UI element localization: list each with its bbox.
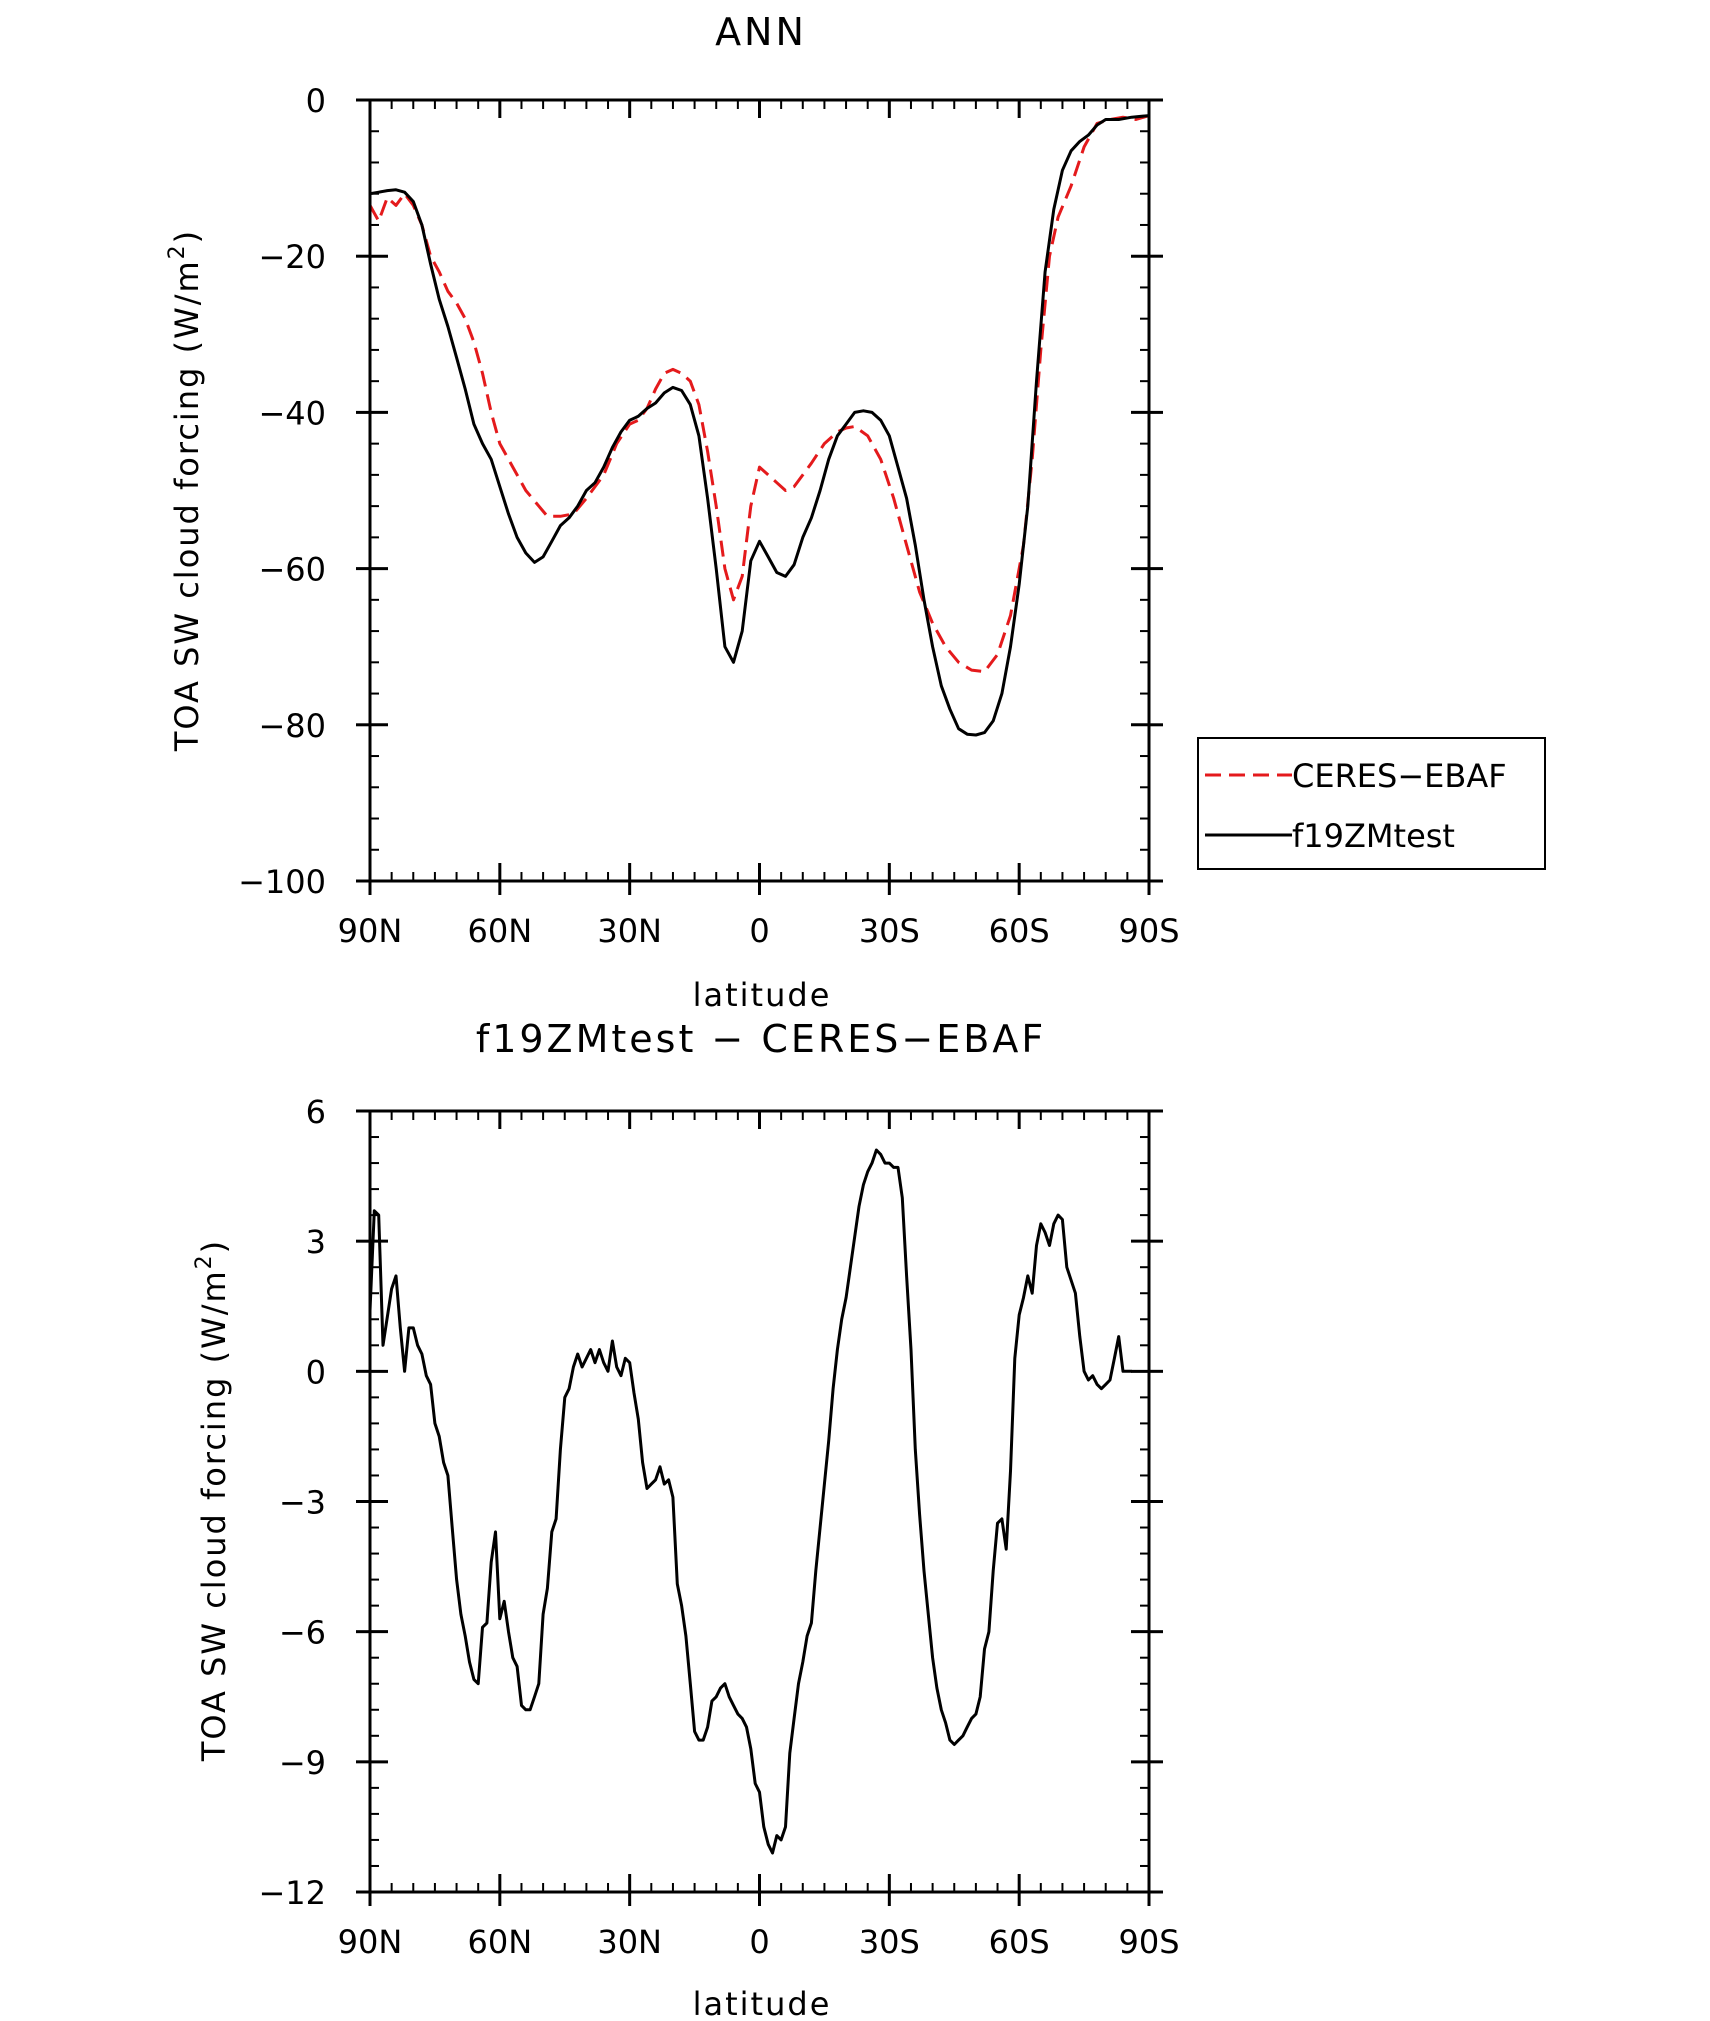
y-tick-label: −12 — [258, 1874, 326, 1912]
y-tick-label: −9 — [279, 1744, 326, 1782]
chart-diff-series-layer — [368, 1148, 1132, 1855]
chart-diff-y-tick-labels: 6 3 0 −3 −6 −9 −12 — [258, 1093, 326, 1912]
x-tick-label: 60S — [989, 912, 1050, 950]
chart-ann-plot-frame — [368, 98, 1151, 883]
chart-diff-panel: f19ZMtest − CERES−EBAF 6 3 0 −3 −6 −9 −12 90N 6… — [192, 1017, 1180, 2021]
x-tick-label: 30N — [597, 912, 662, 950]
chart-ann-series-f19zmtest — [369, 114, 1150, 737]
chart-ann-y-axis-label-end: ) — [168, 229, 206, 243]
y-tick-label: −60 — [258, 551, 326, 589]
y-tick-label: 0 — [306, 1353, 326, 1391]
x-tick-label: 90N — [338, 912, 403, 950]
x-tick-label: 0 — [749, 1923, 769, 1961]
chart-ann-y-axis-label-main: TOA SW cloud forcing (W/m — [168, 259, 206, 752]
chart-diff-series-difference — [368, 1148, 1132, 1855]
chart-ann-title: ANN — [715, 10, 807, 54]
x-tick-label: 60S — [989, 1923, 1050, 1961]
chart-ann-series-ceres-ebaf — [368, 114, 1150, 674]
y-tick-label: −3 — [279, 1484, 326, 1522]
chart-diff-y-axis-label-end: ) — [195, 1239, 233, 1253]
chart-ann-y-tick-labels: 0 −20 −40 −60 −80 −100 — [238, 82, 326, 901]
y-tick-label: 0 — [306, 82, 326, 120]
chart-diff-x-tick-labels: 90N 60N 30N 0 30S 60S 90S — [338, 1923, 1180, 1961]
chart-ann-legend: CERES−EBAF f19ZMtest — [1197, 737, 1546, 870]
chart-diff-y-axis-label: TOA SW cloud forcing (W/m2) — [192, 1239, 233, 1762]
chart-diff-y-axis-label-main: TOA SW cloud forcing (W/m — [195, 1269, 233, 1762]
chart-diff-title: f19ZMtest − CERES−EBAF — [476, 1017, 1046, 1061]
legend-label-f19zmtest: f19ZMtest — [1292, 817, 1455, 855]
x-tick-label: 30S — [859, 1923, 920, 1961]
x-tick-label: 90S — [1118, 1923, 1179, 1961]
chart-ann-y-axis-label: TOA SW cloud forcing (W/m2) — [165, 229, 206, 752]
y-tick-label: 6 — [306, 1093, 326, 1131]
chart-ann-x-tick-labels: 90N 60N 30N 0 30S 60S 90S — [338, 912, 1180, 950]
chart-diff-y-axis-label-sup: 2 — [192, 1253, 217, 1269]
chart-ann-series-layer — [368, 114, 1150, 737]
x-tick-label: 60N — [468, 1923, 533, 1961]
y-tick-label: −6 — [279, 1614, 326, 1652]
y-tick-label: −100 — [238, 863, 326, 901]
x-tick-label: 90S — [1118, 912, 1179, 950]
x-tick-label: 0 — [749, 912, 769, 950]
x-tick-label: 90N — [338, 1923, 403, 1961]
y-tick-label: −80 — [258, 707, 326, 745]
legend-box — [1197, 737, 1546, 870]
x-tick-label: 60N — [468, 912, 533, 950]
chart-diff-x-axis-label: latitude — [693, 1985, 832, 2021]
y-tick-label: −40 — [258, 394, 326, 432]
y-tick-label: 3 — [306, 1223, 326, 1261]
chart-ann-y-axis-label-sup: 2 — [165, 243, 190, 259]
x-tick-label: 30N — [597, 1923, 662, 1961]
y-tick-label: −20 — [258, 238, 326, 276]
x-tick-label: 30S — [859, 912, 920, 950]
chart-ann-panel: ANN 0−20−40−60−80−100 90N 60N 30N 0 30S 60S 90… — [165, 10, 1546, 1014]
chart-diff-plot-frame — [368, 1109, 1151, 1894]
legend-label-ceres-ebaf: CERES−EBAF — [1292, 757, 1507, 795]
chart-ann-x-axis-label: latitude — [693, 976, 832, 1014]
